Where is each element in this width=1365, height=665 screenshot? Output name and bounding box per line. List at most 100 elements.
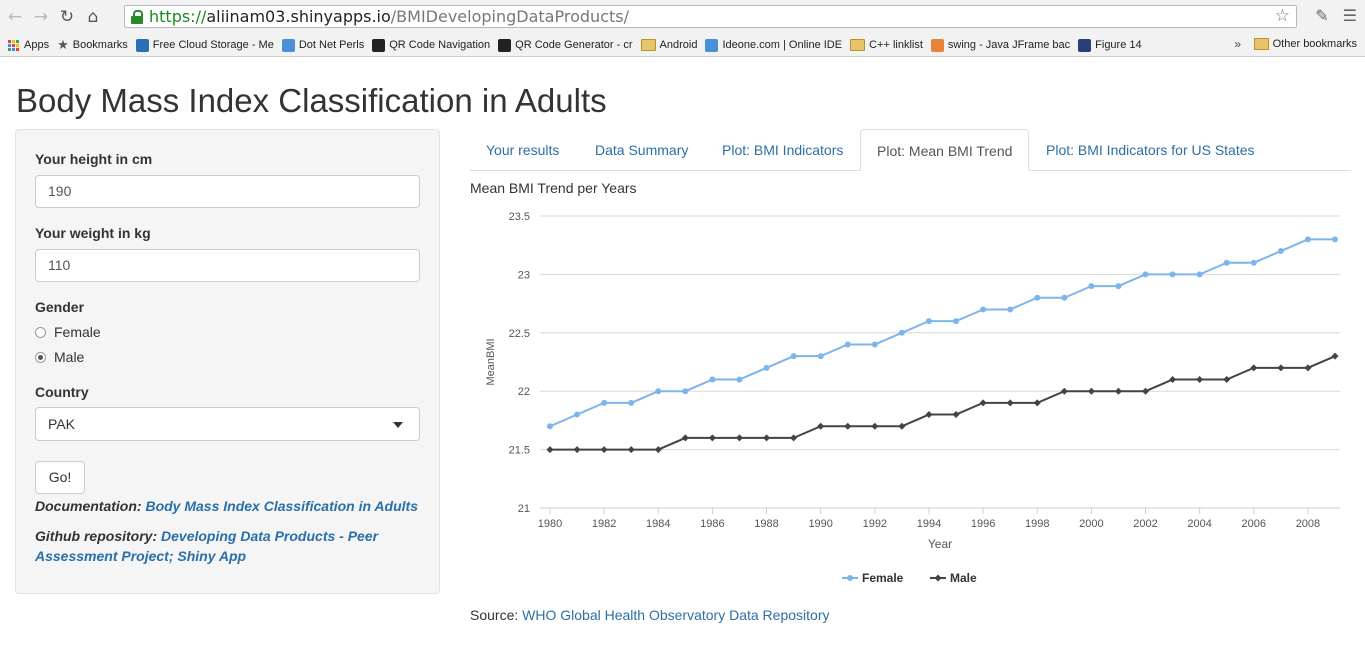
legend-label-male: Male bbox=[950, 571, 977, 585]
bookmark-label: QR Code Generator - cr bbox=[515, 39, 633, 51]
bookmark-item[interactable]: QR Code Generator - cr bbox=[498, 38, 633, 52]
go-button[interactable]: Go! bbox=[35, 461, 85, 494]
qr-icon bbox=[498, 38, 512, 52]
bookmark-item[interactable]: Android bbox=[640, 39, 697, 51]
data-point-female bbox=[844, 341, 851, 348]
x-tick-label: 2000 bbox=[1079, 518, 1103, 530]
source-link[interactable]: WHO Global Health Observatory Data Repos… bbox=[522, 607, 830, 623]
radio-circle-female[interactable] bbox=[35, 326, 46, 338]
other-bookmarks-label: Other bookmarks bbox=[1272, 38, 1357, 50]
page-title: Body Mass Index Classification in Adults bbox=[16, 82, 607, 119]
radio-circle-male[interactable] bbox=[35, 351, 46, 363]
y-tick-label: 21.5 bbox=[509, 445, 530, 457]
data-point-male bbox=[1169, 376, 1177, 384]
data-point-female bbox=[1304, 236, 1311, 243]
tab-mean-bmi-trend[interactable]: Plot: Mean BMI Trend bbox=[860, 129, 1030, 171]
cloud-icon bbox=[135, 38, 149, 52]
bookmark-label: Bookmarks bbox=[72, 39, 128, 51]
data-point-male bbox=[600, 446, 608, 454]
x-tick-label: 1992 bbox=[863, 518, 887, 530]
tab-data-summary[interactable]: Data Summary bbox=[595, 142, 689, 158]
bookmark-item[interactable]: Figure 14 bbox=[1078, 38, 1142, 52]
reload-icon[interactable]: ↻ bbox=[59, 7, 75, 27]
x-tick-label: 1980 bbox=[538, 518, 562, 530]
x-tick-label: 2006 bbox=[1242, 518, 1266, 530]
home-icon[interactable]: ⌂ bbox=[87, 7, 99, 27]
gender-radio-female[interactable]: Female bbox=[35, 324, 101, 340]
data-point-female bbox=[1332, 236, 1338, 243]
repository-link[interactable]: Developing Data Products - Peer Assessme… bbox=[35, 528, 379, 564]
bookmark-item[interactable]: Ideone.com | Online IDE bbox=[705, 38, 842, 52]
bookmark-label: Apps bbox=[24, 39, 50, 51]
data-point-female bbox=[1088, 283, 1095, 290]
documentation-label: Documentation: bbox=[35, 498, 142, 514]
mean-bmi-chart: 21 21.5 22 22.5 23 23.5 1980 1982 1984 1986 1988 19… bbox=[485, 211, 1340, 585]
site-icon bbox=[705, 38, 719, 52]
data-point-female bbox=[1115, 283, 1122, 290]
x-tick-label: 1994 bbox=[917, 518, 941, 530]
other-bookmarks[interactable]: Other bookmarks bbox=[1253, 38, 1357, 50]
data-point-male bbox=[1060, 387, 1068, 395]
data-point-male bbox=[1196, 376, 1204, 384]
data-point-male bbox=[1304, 364, 1312, 372]
x-axis-title: Year bbox=[928, 537, 952, 551]
data-point-female bbox=[1250, 259, 1257, 266]
x-tick-label: 1998 bbox=[1025, 518, 1049, 530]
bookmark-label: Free Cloud Storage - Me bbox=[152, 39, 274, 51]
forward-arrow-icon[interactable]: → bbox=[33, 7, 49, 27]
bookmark-item[interactable]: C++ linklist bbox=[850, 39, 923, 51]
data-point-male bbox=[844, 422, 852, 430]
tab-your-results[interactable]: Your results bbox=[486, 142, 560, 158]
bookmark-item[interactable]: ★ Bookmarks bbox=[57, 38, 128, 53]
apps-grid-icon bbox=[8, 39, 19, 51]
data-point-male bbox=[681, 434, 689, 442]
bookmark-item[interactable]: Apps bbox=[8, 39, 49, 51]
bookmark-star-icon[interactable]: ☆ bbox=[1274, 6, 1290, 26]
data-point-female bbox=[763, 364, 770, 371]
bookmark-item[interactable]: swing - Java JFrame bac bbox=[930, 38, 1070, 52]
legend-marker-female bbox=[847, 575, 853, 581]
repository-line: Github repository: Developing Data Produ… bbox=[35, 526, 425, 566]
tab-bmi-indicators-us-states[interactable]: Plot: BMI Indicators for US States bbox=[1046, 142, 1255, 158]
data-point-male bbox=[1142, 387, 1150, 395]
bookmark-item[interactable]: Free Cloud Storage - Me bbox=[135, 38, 274, 52]
folder-icon bbox=[1253, 38, 1269, 50]
bookmark-item[interactable]: QR Code Navigation bbox=[372, 38, 490, 52]
data-point-female bbox=[898, 329, 905, 336]
data-point-male bbox=[573, 446, 581, 454]
y-tick-label: 23 bbox=[518, 269, 530, 281]
address-bar[interactable]: https://aliinam03.shinyapps.io/BMIDevelo… bbox=[124, 5, 1297, 28]
url-text: https://aliinam03.shinyapps.io/BMIDevelo… bbox=[149, 7, 629, 26]
bookmark-item[interactable]: Dot Net Perls bbox=[281, 38, 365, 52]
folder-icon bbox=[850, 39, 866, 51]
data-point-female bbox=[655, 388, 662, 395]
y-tick-label: 22 bbox=[518, 386, 530, 398]
tab-bmi-indicators[interactable]: Plot: BMI Indicators bbox=[722, 142, 844, 158]
data-point-male bbox=[654, 446, 662, 454]
bookmark-label: C++ linklist bbox=[869, 39, 923, 51]
height-input[interactable]: 190 bbox=[35, 175, 420, 208]
bookmarks-overflow-chevron[interactable]: » bbox=[1234, 37, 1241, 51]
x-tick-label: 1986 bbox=[700, 518, 724, 530]
data-point-female bbox=[709, 376, 716, 383]
documentation-link[interactable]: Body Mass Index Classification in Adults bbox=[145, 498, 418, 514]
series-line-male bbox=[550, 355, 1336, 451]
data-point-male bbox=[1114, 387, 1122, 395]
data-point-female bbox=[601, 399, 608, 406]
data-point-female bbox=[1196, 271, 1203, 278]
data-point-male bbox=[1331, 352, 1339, 360]
data-point-male bbox=[735, 434, 743, 442]
sidebar-panel: Your height in cm 190 Your weight in kg … bbox=[15, 129, 440, 594]
country-select[interactable]: PAK bbox=[35, 407, 420, 441]
weight-input[interactable]: 110 bbox=[35, 249, 420, 282]
data-point-male bbox=[790, 434, 798, 442]
gender-option-male: Male bbox=[54, 349, 85, 365]
data-point-female bbox=[1034, 294, 1041, 301]
bookmark-label: Dot Net Perls bbox=[298, 39, 365, 51]
page-action-icon[interactable]: ✎ bbox=[1315, 6, 1329, 25]
stack-icon bbox=[930, 38, 944, 52]
data-point-male bbox=[708, 434, 716, 442]
menu-icon[interactable]: ☰ bbox=[1342, 6, 1357, 25]
gender-radio-male[interactable]: Male bbox=[35, 349, 84, 365]
back-arrow-icon[interactable]: ← bbox=[7, 7, 23, 27]
